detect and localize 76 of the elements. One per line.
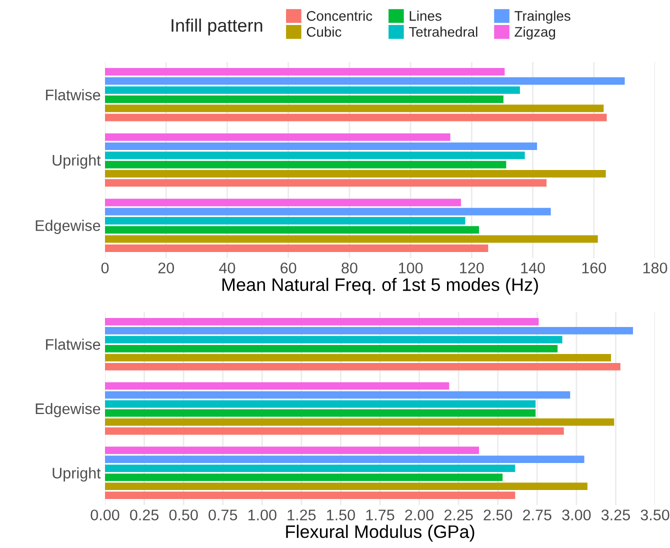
bar bbox=[105, 456, 584, 464]
x-tick-label: 2.50 bbox=[484, 510, 512, 520]
legend-label: Concentric bbox=[306, 10, 372, 21]
x-tick-label: 1.75 bbox=[366, 510, 394, 520]
x-tick-label: 160 bbox=[582, 262, 606, 274]
x-tick-label: 100 bbox=[398, 262, 423, 274]
bar bbox=[105, 208, 551, 216]
bar bbox=[105, 482, 588, 490]
x-tick-label: 0.75 bbox=[208, 510, 238, 520]
bar bbox=[105, 391, 570, 399]
legend-title: Infill pattern bbox=[172, 18, 262, 36]
bar bbox=[105, 198, 461, 206]
x-tick-label: 20 bbox=[158, 262, 174, 274]
x-tick-label: 3.25 bbox=[601, 510, 630, 520]
bar bbox=[105, 382, 450, 390]
x-tick-label: 140 bbox=[521, 262, 545, 274]
bar bbox=[105, 492, 516, 500]
bar bbox=[105, 217, 466, 225]
bar bbox=[105, 362, 620, 370]
y-tick-label: Upright bbox=[52, 154, 101, 169]
bar bbox=[105, 446, 479, 454]
x-tick-label: 1.50 bbox=[327, 510, 355, 520]
bar bbox=[105, 95, 504, 103]
x-tick-label: 2.00 bbox=[405, 510, 434, 520]
bar bbox=[105, 86, 520, 94]
bar bbox=[105, 464, 516, 472]
bar bbox=[105, 400, 536, 408]
legend-label: Cubic bbox=[306, 26, 342, 37]
x-axis-title: Flexural Modulus (GPa) bbox=[286, 524, 474, 542]
bar bbox=[105, 336, 562, 344]
bar bbox=[105, 344, 558, 352]
bar bbox=[105, 354, 611, 362]
legend-label: Zigzag bbox=[514, 26, 556, 40]
bar bbox=[105, 160, 506, 168]
bar bbox=[105, 133, 450, 141]
legend-label: Tetrahedral bbox=[408, 26, 478, 37]
bar bbox=[105, 318, 539, 326]
bar bbox=[105, 170, 606, 178]
x-tick-label: 2.25 bbox=[444, 510, 473, 520]
x-tick-label: 1.00 bbox=[248, 510, 276, 520]
y-tick-label: Upright bbox=[52, 467, 101, 482]
x-tick-label: 0.25 bbox=[130, 510, 159, 520]
x-tick-label: 3.50 bbox=[640, 510, 670, 520]
x-tick-label: 0.00 bbox=[90, 510, 120, 520]
y-tick-label: Flatwise bbox=[46, 89, 100, 100]
bar bbox=[105, 77, 625, 85]
bar bbox=[105, 235, 598, 243]
y-tick-label: Edgewise bbox=[36, 220, 100, 234]
x-tick-label: 0.50 bbox=[169, 510, 198, 520]
bar bbox=[105, 326, 633, 334]
bar bbox=[105, 114, 607, 122]
x-tick-label: 40 bbox=[219, 262, 236, 274]
x-tick-label: 120 bbox=[460, 262, 484, 274]
bar bbox=[105, 179, 547, 187]
legend-label: Traingles bbox=[514, 10, 570, 24]
legend-label: Lines bbox=[410, 10, 442, 21]
bar bbox=[105, 418, 614, 426]
x-tick-label: 3.00 bbox=[562, 510, 591, 520]
bar bbox=[105, 244, 488, 252]
bar bbox=[105, 409, 536, 417]
x-tick-label: 60 bbox=[280, 262, 296, 274]
x-tick-label: 2.75 bbox=[523, 510, 552, 520]
bar bbox=[105, 152, 525, 160]
x-tick-label: 80 bbox=[342, 262, 358, 274]
bar bbox=[105, 104, 604, 112]
y-tick-label: Edgewise bbox=[36, 402, 100, 418]
x-tick-label: 0 bbox=[101, 262, 109, 274]
x-tick-label: 1.25 bbox=[288, 510, 316, 520]
bar bbox=[105, 226, 479, 234]
bar bbox=[105, 68, 505, 76]
x-tick-label: 180 bbox=[643, 262, 668, 274]
bar bbox=[105, 427, 564, 435]
bar bbox=[105, 474, 503, 482]
bar bbox=[105, 142, 538, 150]
y-tick-label: Flatwise bbox=[46, 338, 100, 350]
x-axis-title: Mean Natural Freq. of 1st 5 modes (Hz) bbox=[222, 278, 538, 295]
